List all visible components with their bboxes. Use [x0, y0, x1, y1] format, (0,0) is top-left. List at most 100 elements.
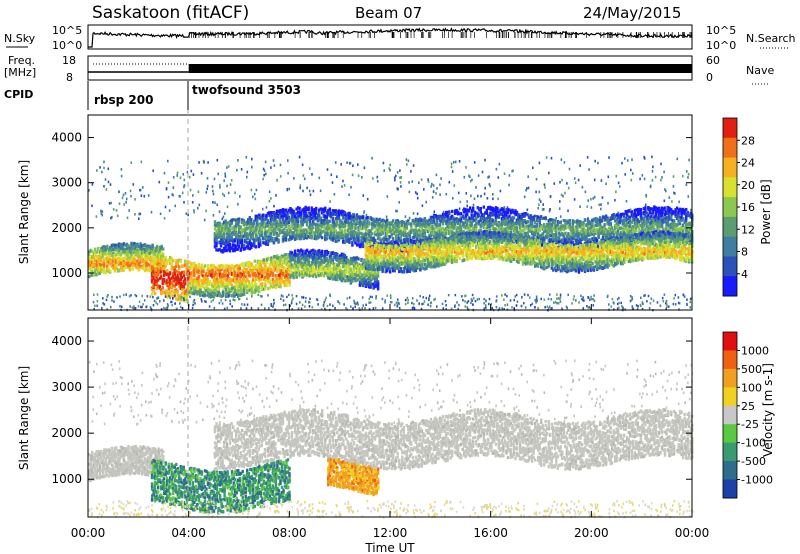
data-cell [247, 288, 250, 293]
data-cell [163, 277, 166, 281]
data-cell [336, 274, 339, 278]
data-cell [179, 298, 182, 302]
data-cell [130, 251, 133, 255]
data-cell [339, 259, 342, 263]
data-cell [247, 279, 250, 284]
data-cell [136, 265, 139, 269]
data-cell [208, 292, 211, 296]
data-cell [110, 247, 114, 251]
data-cell [166, 283, 169, 287]
data-cell [252, 290, 255, 294]
data-cell [184, 277, 187, 281]
data-cell [342, 270, 345, 274]
data-cell [190, 266, 193, 270]
data-cell [92, 263, 95, 267]
data-cell [172, 294, 175, 298]
data-cell [296, 261, 300, 265]
data-cell [299, 272, 303, 276]
data-cell [100, 267, 103, 271]
data-cell [340, 272, 344, 277]
data-cell [243, 274, 246, 278]
data-cell [372, 285, 375, 289]
data-cell [328, 269, 331, 273]
data-cell [345, 255, 348, 259]
data-cell [299, 248, 303, 252]
data-cell [386, 218, 389, 222]
data-cell [154, 246, 157, 250]
data-cell [367, 285, 371, 289]
data-cell [310, 235, 313, 239]
data-cell [375, 272, 378, 277]
data-cell [178, 284, 181, 288]
data-cell [234, 278, 237, 282]
data-cell [169, 285, 172, 289]
data-cell [258, 265, 261, 269]
data-cell [104, 246, 107, 250]
data-cell [271, 273, 275, 277]
data-cell [355, 270, 359, 275]
data-cell [283, 271, 287, 275]
data-cell [282, 273, 285, 277]
freq-trace [88, 63, 692, 73]
data-cell [175, 269, 178, 273]
data-cell [343, 279, 347, 283]
data-cell [316, 252, 319, 256]
data-cell [352, 264, 356, 268]
data-cell [369, 280, 372, 284]
data-cell [224, 284, 228, 288]
data-cell [345, 265, 348, 269]
data-cell [169, 261, 172, 265]
data-cell [274, 264, 278, 268]
data-cell [205, 284, 208, 288]
data-cell [230, 278, 234, 282]
data-cell [125, 242, 129, 246]
data-cell [163, 269, 166, 274]
data-cell [229, 271, 232, 275]
data-cell [191, 282, 195, 286]
data-cell [322, 270, 325, 274]
data-cell [270, 258, 273, 262]
nsky-tick-top: 10^5 [52, 24, 82, 37]
data-cell [155, 258, 158, 262]
data-cell [172, 284, 175, 288]
data-cell [106, 244, 109, 248]
data-cell [259, 273, 262, 277]
data-cell [170, 293, 173, 297]
data-cell [361, 262, 365, 266]
data-cell [241, 269, 244, 273]
data-cell [91, 273, 94, 277]
data-cell [178, 258, 181, 262]
data-cell [160, 287, 163, 292]
data-cell [318, 269, 321, 273]
data-cell [134, 265, 138, 269]
data-cell [172, 273, 175, 278]
data-cell [319, 253, 322, 257]
data-cell [125, 248, 129, 252]
data-cell [100, 263, 103, 267]
data-cell [277, 277, 281, 281]
data-cell [203, 293, 207, 297]
data-cell [318, 252, 321, 256]
data-cell [122, 264, 126, 268]
data-cell [178, 296, 181, 300]
data-cell [309, 269, 312, 273]
data-cell [376, 282, 380, 286]
data-cell [305, 270, 309, 274]
data-cell [169, 291, 172, 295]
data-cell [130, 258, 133, 262]
data-cell [246, 267, 249, 271]
data-cell [125, 257, 129, 261]
data-cell [246, 289, 249, 293]
data-cell [290, 263, 294, 267]
data-cell [221, 291, 225, 295]
data-cell [155, 287, 158, 291]
data-cell [94, 253, 97, 257]
data-cell [149, 246, 153, 250]
data-cell [214, 289, 217, 293]
data-cell [95, 250, 98, 254]
data-cell [333, 266, 336, 271]
data-cell [112, 266, 115, 270]
data-cell [169, 255, 172, 260]
data-cell [250, 291, 253, 295]
data-cell [160, 251, 163, 255]
